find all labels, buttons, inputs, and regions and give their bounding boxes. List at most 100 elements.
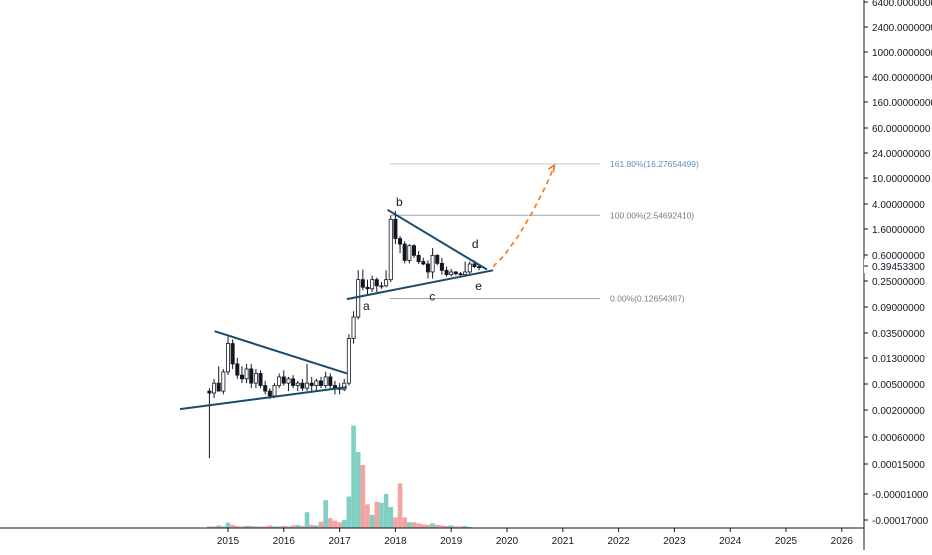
volume-bar (300, 525, 305, 528)
candle (258, 373, 263, 386)
candle (365, 286, 370, 290)
volume-bar (272, 526, 277, 528)
volume-bar (360, 465, 366, 528)
candle (351, 316, 356, 339)
candle (263, 385, 268, 392)
candle (309, 382, 314, 386)
candle (230, 343, 235, 365)
candle (430, 254, 435, 273)
candle (286, 378, 291, 384)
candle (425, 263, 430, 273)
fib-level-label: 161.80%(16.27654499) (610, 159, 699, 169)
y-tick-label: -0.00017000 (872, 516, 929, 527)
volume-bar (453, 526, 459, 528)
y-tick-label: 0.00015000 (872, 460, 925, 471)
volume-bar (397, 483, 403, 528)
x-tick-label: 2026 (831, 536, 854, 547)
upper-trendline-2018-triangle (387, 208, 488, 271)
volume-bar (444, 525, 449, 528)
candle (207, 390, 212, 394)
candle (398, 238, 403, 245)
candle (379, 285, 384, 288)
wave-label-b: b (396, 195, 403, 209)
y-tick-label: 1.60000000 (872, 225, 925, 236)
current-price-badge (864, 259, 932, 273)
current-price-label: 0.39453300 (872, 262, 925, 273)
volume-bar (290, 525, 296, 528)
volume-bar (207, 526, 212, 528)
volume-bar (239, 526, 245, 528)
candle (216, 382, 221, 392)
candle (370, 279, 375, 290)
volume-bar (393, 517, 398, 528)
candle (346, 338, 351, 384)
volume-bar (351, 425, 356, 528)
y-tick-label: 0.09000000 (872, 303, 925, 314)
volume-bar (430, 523, 435, 528)
candle (467, 263, 472, 273)
volume-bar (388, 507, 394, 528)
y-tick-label: 0.00500000 (872, 380, 925, 391)
x-tick-label: 2023 (663, 536, 686, 547)
projection-arrowhead (547, 163, 556, 173)
wave-label-c: c (429, 289, 435, 303)
candle (356, 279, 361, 318)
candle (272, 385, 277, 397)
y-tick-label: 0.03500000 (872, 329, 925, 340)
volume-bar (407, 522, 412, 528)
y-tick-label: 0.00060000 (872, 433, 925, 444)
candle (281, 376, 286, 384)
candle (458, 273, 463, 276)
y-tick-label: 24.00000000 (872, 149, 931, 160)
volume-bar (355, 451, 361, 528)
x-tick-label: 2025 (775, 536, 798, 547)
volume-bar (267, 525, 273, 528)
projection-path (492, 165, 556, 268)
volume-bar (318, 521, 324, 528)
candle (253, 373, 258, 384)
candle (388, 218, 393, 281)
volume-bar (225, 522, 231, 528)
candle (463, 271, 468, 276)
x-tick-label: 2024 (719, 536, 742, 547)
candle (295, 382, 300, 386)
wave-label-e: e (475, 279, 482, 293)
volume-bar (276, 526, 282, 528)
candle (472, 263, 477, 268)
volume-bar (462, 525, 468, 528)
candle (314, 380, 319, 386)
volume-bar (411, 522, 417, 528)
y-tick-label: 10.00000000 (872, 174, 931, 185)
y-tick-label: 0.60000000 (872, 251, 925, 262)
upper-trendline-2015-triangle (214, 330, 348, 375)
y-tick-label: 1000.00000000 (872, 48, 932, 59)
volume-bar (216, 525, 221, 528)
candle (305, 382, 310, 389)
volume-bar (458, 526, 463, 528)
candle (360, 279, 365, 288)
candle (444, 269, 449, 276)
candle (393, 218, 398, 239)
y-tick-label: 6400.00000000 (872, 0, 932, 9)
volume-bar (244, 525, 249, 528)
volume-bar (439, 525, 445, 528)
candle (374, 279, 379, 287)
y-tick-label: 4.00000000 (872, 200, 925, 211)
volume-bar (314, 525, 319, 528)
candle (244, 368, 249, 380)
candle (407, 245, 412, 261)
candle (411, 245, 416, 256)
lower-trendline-2015-triangle (179, 386, 347, 411)
x-tick-label: 2021 (552, 536, 575, 547)
candle (439, 262, 444, 271)
volume-bar (281, 525, 287, 528)
candle (435, 254, 440, 264)
y-tick-label: -0.00001000 (872, 490, 929, 501)
volume-bar (332, 520, 338, 528)
y-tick-label: 0.01300000 (872, 354, 925, 365)
candle (318, 380, 323, 386)
candle (225, 343, 230, 373)
candle (239, 374, 244, 380)
